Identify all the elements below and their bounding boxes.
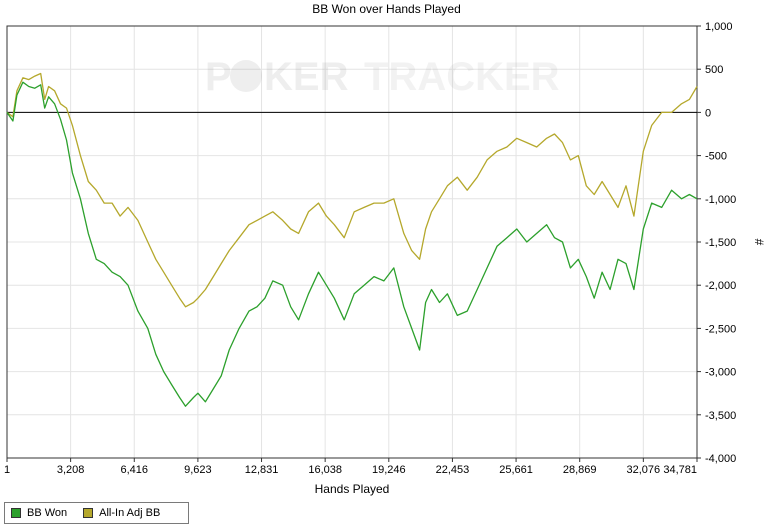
watermark-text-mid: KER bbox=[264, 55, 349, 99]
line-chart: P KER TRACKER 1 3,208 6,416 9,623 12,831 16,0… bbox=[4, 21, 766, 496]
y-tick-label: 1,000 bbox=[705, 21, 733, 33]
y-axis-label: # bbox=[752, 239, 766, 246]
legend-label-all-in-adj-bb: All-In Adj BB bbox=[99, 507, 161, 519]
x-tick-label: 12,831 bbox=[245, 464, 279, 476]
y-tick-label: -4,000 bbox=[705, 453, 736, 465]
x-tick-label: 32,076 bbox=[627, 464, 661, 476]
watermark-logo: P KER TRACKER bbox=[205, 55, 560, 99]
legend-item-all-in-adj-bb: All-In Adj BB bbox=[83, 507, 160, 519]
x-tick-label: 25,661 bbox=[499, 464, 533, 476]
y-tick-label: -3,000 bbox=[705, 367, 736, 379]
x-tick-label: 6,416 bbox=[121, 464, 149, 476]
y-tick-label: 500 bbox=[705, 64, 723, 76]
x-tick-label: 9,623 bbox=[184, 464, 212, 476]
legend-label-bb-won: BB Won bbox=[27, 507, 68, 519]
y-tick-label: -1,500 bbox=[705, 237, 736, 249]
x-tick-label: 16,038 bbox=[308, 464, 342, 476]
watermark-text-left: P bbox=[205, 55, 232, 99]
legend-item-bb-won: BB Won bbox=[11, 507, 67, 519]
legend-swatch-all-in-adj-bb bbox=[83, 508, 94, 518]
watermark-poker-chip-icon bbox=[230, 60, 262, 92]
y-tick-label: 0 bbox=[705, 107, 711, 119]
legend-swatch-bb-won bbox=[11, 508, 21, 518]
y-axis: 1,000 500 0 -500 -1,000 -1,500 -2,000 -2,500 -3,… bbox=[697, 21, 736, 465]
series-line-bb-won bbox=[6, 81, 698, 407]
y-tick-label: -2,000 bbox=[705, 280, 736, 292]
y-tick-label: -500 bbox=[705, 151, 727, 163]
y-tick-label: -1,000 bbox=[705, 194, 736, 206]
y-tick-label: -3,500 bbox=[705, 410, 736, 422]
grid-lines bbox=[7, 26, 697, 458]
x-tick-label: 3,208 bbox=[57, 464, 85, 476]
x-tick-label: 28,869 bbox=[563, 464, 597, 476]
x-axis-label: Hands Played bbox=[315, 482, 390, 496]
x-axis: 1 3,208 6,416 9,623 12,831 16,038 19,246 22,453… bbox=[4, 458, 698, 476]
x-tick-label: 1 bbox=[4, 464, 10, 476]
series-line-all-in-adj-bb bbox=[6, 72, 698, 308]
legend: BB Won All-In Adj BB bbox=[4, 502, 189, 524]
x-tick-label: 34,781 bbox=[663, 464, 697, 476]
x-tick-label: 19,246 bbox=[372, 464, 406, 476]
x-tick-label: 22,453 bbox=[436, 464, 470, 476]
chart-title: BB Won over Hands Played bbox=[312, 2, 461, 16]
y-tick-label: -2,500 bbox=[705, 323, 736, 335]
watermark-text-right: TRACKER bbox=[364, 55, 560, 99]
